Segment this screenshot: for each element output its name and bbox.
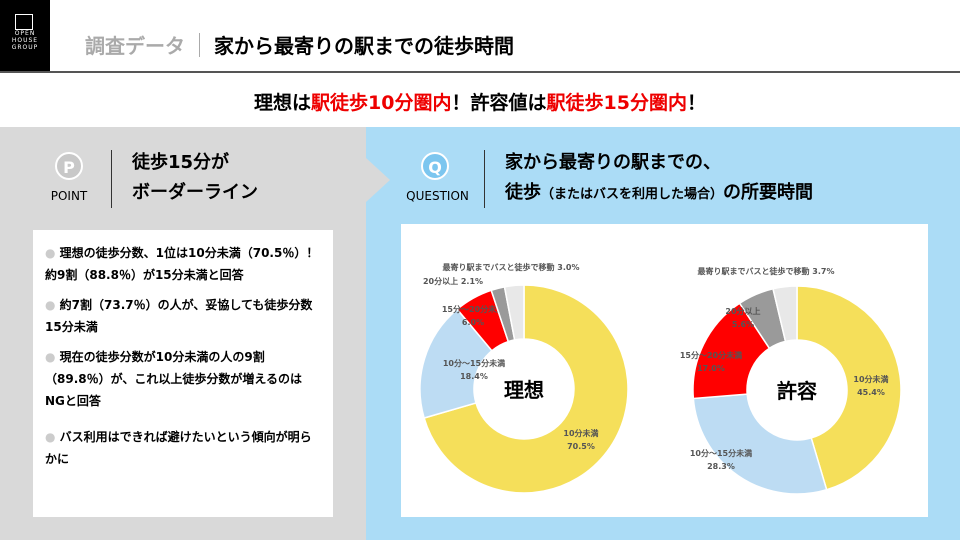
title-line: 徒歩15分が xyxy=(132,152,230,173)
header-rule xyxy=(0,71,960,73)
logo-mark xyxy=(15,14,33,30)
slice-value: 17.0% xyxy=(697,364,725,373)
banner-text: ！ xyxy=(686,92,706,114)
question-title: 家から最寄りの駅までの、 徒歩（またはバスを利用した場合）の所要時間 xyxy=(505,148,813,210)
slice-label: 20分以上 2.1% xyxy=(423,276,483,286)
slice-value: 28.3% xyxy=(707,462,735,471)
slice-label: 最寄り駅までバスと徒歩で移動 3.7% xyxy=(698,266,835,276)
logo-text: HOUSE xyxy=(11,37,39,44)
title-line: 家から最寄りの駅までの、 xyxy=(505,152,721,173)
logo-text: OPEN xyxy=(14,30,36,37)
company-logo: OPEN HOUSE GROUP xyxy=(0,0,50,72)
slice-label: 10分〜15分未満 xyxy=(690,448,752,458)
chart-title: 理想 xyxy=(504,378,544,402)
slice-value: 70.5% xyxy=(567,442,595,451)
donut-slice xyxy=(692,393,828,495)
donut-slice xyxy=(419,308,493,419)
banner-highlight: 駅徒歩10分圏内 xyxy=(311,92,452,114)
slice-label: 10分未満 xyxy=(853,374,888,384)
page-header: 調査データ 家から最寄りの駅までの徒歩時間 xyxy=(85,30,514,59)
point-label: POINT xyxy=(50,189,88,203)
title-text: 徒歩 xyxy=(505,182,541,203)
slice-value: 5.6% xyxy=(732,320,754,329)
panel-arrow xyxy=(366,158,390,202)
slice-label: 10分未満 xyxy=(563,428,598,438)
bullet-item: ● 現在の徒歩分数が10分未満の人の9割（89.8％）が、これ以上徒歩分数が増え… xyxy=(45,350,303,408)
bullet-text: バス利用はできれば避けたいという傾向が明らかに xyxy=(45,430,312,466)
point-badge: P xyxy=(55,152,83,180)
donut-slice xyxy=(772,285,798,343)
bullet-item: ● 約7割（73.7％）の人が、妥協しても徒歩分数15分未満 xyxy=(45,298,313,334)
slice-label: 10分〜15分未満 xyxy=(443,358,505,368)
donut-slice xyxy=(423,284,629,494)
point-bullets: ● 理想の徒歩分数、1位は10分未満（70.5％）！約9割（88.8％）が15分… xyxy=(33,230,333,517)
donut-slice xyxy=(796,285,902,491)
bullet-text: 約7割（73.7％）の人が、妥協しても徒歩分数15分未満 xyxy=(45,298,313,334)
donut-charts: 10分未満 70.5% 10分〜15分未満 18.4% 15分〜20分未満 6.0% 20分… xyxy=(419,262,902,495)
banner-highlight: 駅徒歩15分圏内 xyxy=(546,92,687,114)
question-badge: Q xyxy=(421,152,449,180)
headline-banner: 理想は駅徒歩10分圏内！許容値は駅徒歩15分圏内！ xyxy=(0,88,960,115)
donut-slice xyxy=(503,284,525,341)
bullet-item: ● 理想の徒歩分数、1位は10分未満（70.5％）！約9割（88.8％）が15分… xyxy=(45,246,319,282)
slice-value: 18.4% xyxy=(460,372,488,381)
title-note: （またはバスを利用した場合） xyxy=(541,187,724,202)
chart-card: 10分未満 70.5% 10分〜15分未満 18.4% 15分〜20分未満 6.0% 20分… xyxy=(401,224,928,517)
banner-text: ！許容値は xyxy=(451,92,547,114)
bullet-text: 現在の徒歩分数が10分未満の人の9割（89.8％）が、これ以上徒歩分数が増えるの… xyxy=(45,350,303,408)
divider xyxy=(484,150,485,208)
slice-label: 20分以上 xyxy=(725,306,760,316)
slice-value: 45.4% xyxy=(857,388,885,397)
title-text: の所要時間 xyxy=(723,182,814,203)
point-title: 徒歩15分がボーダーライン xyxy=(132,148,258,208)
slice-label: 15分〜20分未満 xyxy=(442,304,504,314)
chart-title: 許容 xyxy=(777,379,817,403)
title-line: 徒歩（またはバスを利用した場合）の所要時間 xyxy=(505,178,813,210)
category-label: 調査データ xyxy=(85,34,185,58)
slice-label: 15分〜20分未満 xyxy=(680,350,742,360)
divider xyxy=(199,32,200,57)
slice-value: 6.0% xyxy=(462,318,484,327)
divider xyxy=(111,150,112,208)
page-title: 家から最寄りの駅までの徒歩時間 xyxy=(214,34,514,58)
title-line: ボーダーライン xyxy=(132,182,258,203)
logo-text: GROUP xyxy=(11,44,39,51)
question-label: QUESTION xyxy=(406,189,469,203)
banner-text: 理想は xyxy=(254,92,312,114)
slice-label: 最寄り駅までバスと徒歩で移動 3.0% xyxy=(443,262,580,272)
bullet-item: ● バス利用はできれば避けたいという傾向が明らかに xyxy=(45,430,312,466)
bullet-text: 理想の徒歩分数、1位は10分未満（70.5％）！約9割（88.8％）が15分未満… xyxy=(45,246,319,282)
